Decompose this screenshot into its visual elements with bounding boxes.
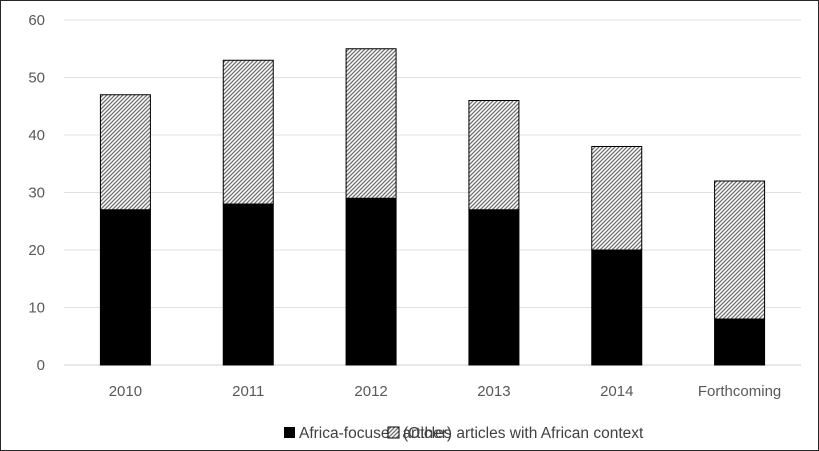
- y-tick-label: 30: [28, 185, 45, 202]
- bar-segment-africa-focused: [714, 318, 766, 366]
- y-axis-ticks: 0 10 20 30 40 50 60: [28, 12, 45, 374]
- y-tick-label: 60: [28, 12, 45, 29]
- x-tick-label: 2013: [477, 383, 510, 400]
- bar-segment-african-context: [345, 48, 397, 199]
- bar-segment-africa-focused: [591, 249, 643, 366]
- bar-segment-african-context: [591, 146, 643, 251]
- y-tick-label: 20: [28, 242, 45, 259]
- legend-label-africa-focused: Africa-focused articles: [299, 425, 452, 442]
- x-axis-ticks: 2010 2011 2012 2013 2014 Forthcoming: [109, 383, 782, 400]
- x-tick-label: Forthcoming: [698, 383, 781, 400]
- bar-segment-africa-focused: [345, 197, 397, 366]
- x-tick-label: 2010: [109, 383, 142, 400]
- gridlines: [64, 19, 801, 366]
- legend-label-african-context: (Other) articles with African context: [403, 425, 644, 442]
- y-tick-label: 0: [37, 357, 45, 374]
- bar-segment-african-context: [99, 94, 151, 211]
- x-tick-label: 2012: [354, 383, 387, 400]
- bar-segment-africa-focused: [222, 203, 274, 366]
- x-tick-label: 2011: [232, 383, 264, 400]
- legend-swatch-african-context: [387, 426, 400, 439]
- y-tick-label: 50: [28, 70, 45, 87]
- bar-segment-african-context: [468, 100, 520, 211]
- bars: [99, 48, 766, 366]
- x-tick-label: 2014: [600, 383, 633, 400]
- y-tick-label: 40: [28, 127, 45, 144]
- bar-segment-africa-focused: [99, 209, 151, 366]
- legend-swatch-africa-focused: [284, 427, 295, 438]
- bar-segment-africa-focused: [468, 209, 520, 366]
- legend: Africa-focused articles (Other) articles…: [284, 425, 644, 442]
- bar-segment-african-context: [714, 180, 766, 320]
- y-tick-label: 10: [28, 300, 45, 317]
- bar-segment-african-context: [222, 59, 274, 205]
